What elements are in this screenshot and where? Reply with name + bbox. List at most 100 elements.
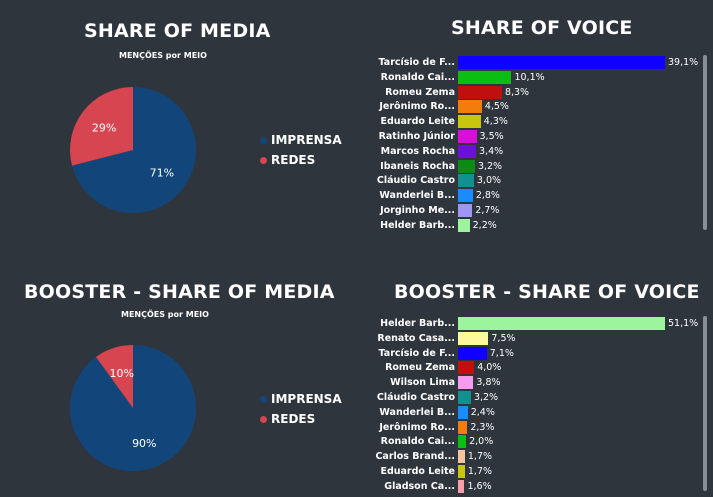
share-of-voice-bar-row[interactable]: Jorginho Me... 2,7%: [360, 204, 700, 217]
booster-share-of-voice-bar[interactable]: [458, 391, 471, 404]
booster-share-of-voice-bar-label: Eduardo Leite: [380, 466, 455, 477]
booster-share-of-voice-bar-row[interactable]: Ronaldo Cai... 2,0%: [360, 435, 700, 449]
booster-share-of-voice-bar-value: 1,6%: [467, 480, 492, 492]
share-of-voice-bar-row[interactable]: Ratinho Júnior 3,5%: [360, 130, 700, 143]
booster-legend-label-imprensa: IMPRENSA: [271, 392, 342, 406]
share-of-voice-bar-value: 10,1%: [514, 71, 545, 83]
booster-share-of-voice-bar-row[interactable]: Renato Casa... 7,5%: [360, 331, 700, 345]
legend-item-redes[interactable]: REDES: [260, 150, 342, 170]
share-of-media-slice-imprensa[interactable]: [71, 87, 196, 213]
booster-share-of-voice-bar[interactable]: [458, 450, 465, 464]
booster-share-of-voice-bar[interactable]: [458, 331, 489, 345]
booster-legend-item-redes[interactable]: REDES: [260, 409, 342, 429]
booster-share-of-voice-bar-value: 2,4%: [470, 406, 495, 418]
share-of-voice-bar-label: Helder Barb...: [380, 219, 455, 231]
booster-share-of-voice-bar-label: Cláudio Castro: [376, 392, 455, 403]
share-of-voice-bar-row[interactable]: Marcos Rocha 3,4%: [360, 144, 700, 158]
share-of-voice-bar[interactable]: [458, 144, 476, 158]
booster-share-of-voice-bar-label: Wanderlei B...: [379, 406, 455, 418]
share-of-voice-bar-value: 3,0%: [476, 175, 502, 187]
booster-share-of-voice-bar-label: Gladson Ca...: [384, 480, 455, 492]
booster-share-of-voice-bar-label: Wilson Lima: [390, 377, 455, 389]
share-of-media-subtitle: MENÇÕES por MEIO: [119, 51, 207, 60]
share-of-voice-bar-row[interactable]: Helder Barb... 2,2%: [360, 218, 700, 232]
booster-legend-label-redes: REDES: [271, 412, 316, 426]
share-of-voice-bar[interactable]: [458, 85, 502, 99]
share-of-voice-bar-row[interactable]: Tarcísio de F... 39,1%: [360, 56, 700, 69]
booster-share-of-voice-bar-row[interactable]: Carlos Brand... 1,7%: [360, 450, 700, 464]
share-of-voice-bar-value: 3,2%: [477, 160, 503, 172]
booster-share-of-voice-bar[interactable]: [458, 376, 474, 390]
share-of-voice-bar-row[interactable]: Ronaldo Cai... 10,1%: [360, 70, 700, 84]
share-of-voice-bar-label: Tarcísio de F...: [378, 57, 455, 68]
booster-share-of-voice-bar-row[interactable]: Wilson Lima 3,8%: [360, 376, 700, 390]
booster-share-of-voice-bar-row[interactable]: Romeu Zema 4,0%: [360, 361, 700, 375]
share-of-voice-bar-value: 2,8%: [475, 190, 500, 202]
booster-share-of-voice-bar[interactable]: [458, 420, 468, 434]
share-of-voice-bar-label: Ratinho Júnior: [378, 131, 455, 142]
share-of-voice-bar-row[interactable]: Eduardo Leite 4,3%: [360, 115, 700, 129]
booster-share-of-voice-scrollbar[interactable]: [703, 316, 707, 491]
share-of-voice-bar[interactable]: [458, 189, 473, 203]
booster-legend-dot-imprensa: [260, 395, 267, 403]
share-of-voice-bar-label: Romeu Zema: [385, 86, 455, 98]
share-of-voice-bar-chart: Tarcísio de F... 39,1% Ronaldo Cai... 10,1%…: [360, 56, 700, 236]
booster-legend-dot-redes: [260, 415, 267, 423]
legend-item-imprensa[interactable]: IMPRENSA: [260, 130, 342, 150]
booster-share-of-voice-bar[interactable]: [458, 361, 475, 375]
share-of-voice-bar[interactable]: [458, 56, 665, 69]
booster-share-of-voice-bar[interactable]: [458, 479, 465, 493]
booster-share-of-voice-bar-row[interactable]: Cláudio Castro 3,2%: [360, 391, 700, 404]
share-of-voice-bar-row[interactable]: Ibaneis Rocha 3,2%: [360, 159, 700, 173]
booster-share-of-media-slice-label-imprensa: 90%: [132, 437, 156, 450]
share-of-voice-bar-value: 8,3%: [504, 86, 530, 98]
booster-share-of-voice-bar-label: Helder Barb...: [380, 318, 455, 329]
share-of-voice-bar[interactable]: [458, 204, 473, 217]
booster-share-of-voice-bar-value: 2,3%: [470, 421, 495, 433]
share-of-voice-bar-value: 2,7%: [475, 205, 500, 216]
booster-share-of-voice-bar-row[interactable]: Wanderlei B... 2,4%: [360, 405, 700, 419]
share-of-media-pie: 71% 29%: [70, 87, 196, 213]
share-of-voice-scrollbar[interactable]: [703, 55, 707, 230]
share-of-voice-bar[interactable]: [458, 130, 477, 143]
legend-label-redes: REDES: [271, 153, 316, 167]
booster-share-of-voice-bar[interactable]: [458, 405, 468, 419]
booster-share-of-voice-bar-row[interactable]: Eduardo Leite 1,7%: [360, 465, 700, 478]
booster-share-of-voice-bar[interactable]: [458, 465, 465, 478]
booster-legend-item-imprensa[interactable]: IMPRENSA: [260, 389, 342, 409]
share-of-voice-bar[interactable]: [458, 115, 481, 129]
booster-share-of-voice-bar[interactable]: [458, 435, 467, 449]
booster-share-of-voice-bar[interactable]: [458, 346, 487, 360]
share-of-voice-bar[interactable]: [458, 218, 470, 232]
booster-share-of-voice-bar-value: 2,0%: [469, 436, 494, 448]
booster-share-of-media-pie: 90% 10%: [69, 345, 196, 471]
booster-share-of-voice-bar-row[interactable]: Helder Barb... 51,1%: [360, 317, 700, 330]
share-of-voice-bar-row[interactable]: Wanderlei B... 2,8%: [360, 189, 700, 203]
booster-share-of-voice-bar[interactable]: [458, 317, 665, 330]
share-of-media-legend: IMPRENSA REDES: [260, 130, 342, 170]
share-of-voice-bar-row[interactable]: Jerônimo Ro... 4,5%: [360, 100, 700, 114]
booster-share-of-voice-bar-value: 1,7%: [467, 451, 493, 463]
booster-share-of-voice-bar-label: Romeu Zema: [385, 362, 455, 374]
booster-share-of-voice-bar-label: Ronaldo Cai...: [380, 436, 455, 448]
booster-share-of-voice-bar-label: Renato Casa...: [377, 332, 455, 344]
share-of-voice-bar-value: 4,5%: [484, 101, 509, 113]
booster-share-of-voice-bar-row[interactable]: Gladson Ca... 1,6%: [360, 479, 700, 493]
share-of-voice-bar-row[interactable]: Romeu Zema 8,3%: [360, 85, 700, 99]
share-of-voice-bar[interactable]: [458, 159, 475, 173]
share-of-voice-bar-row[interactable]: Cláudio Castro 3,0%: [360, 174, 700, 188]
booster-share-of-voice-title: BOOSTER - SHARE OF VOICE: [394, 281, 700, 303]
booster-share-of-voice-bar-value: 7,5%: [491, 332, 516, 344]
booster-share-of-voice-bar-row[interactable]: Tarcísio de F... 7,1%: [360, 346, 700, 360]
share-of-media-slice-redes[interactable]: [70, 87, 133, 166]
share-of-voice-bar[interactable]: [458, 100, 482, 114]
share-of-voice-bar[interactable]: [458, 174, 474, 188]
booster-share-of-voice-bar-row[interactable]: Jerônimo Ro... 2,3%: [360, 420, 700, 434]
share-of-voice-bar-label: Jorginho Me...: [380, 205, 455, 216]
share-of-media-slice-label-redes: 29%: [92, 122, 116, 135]
share-of-voice-bar-label: Cláudio Castro: [376, 175, 455, 187]
share-of-voice-bar[interactable]: [458, 70, 512, 84]
legend-label-imprensa: IMPRENSA: [271, 133, 342, 147]
booster-share-of-media-slice-redes[interactable]: [95, 345, 133, 408]
booster-share-of-voice-bar-value: 1,7%: [467, 466, 493, 477]
